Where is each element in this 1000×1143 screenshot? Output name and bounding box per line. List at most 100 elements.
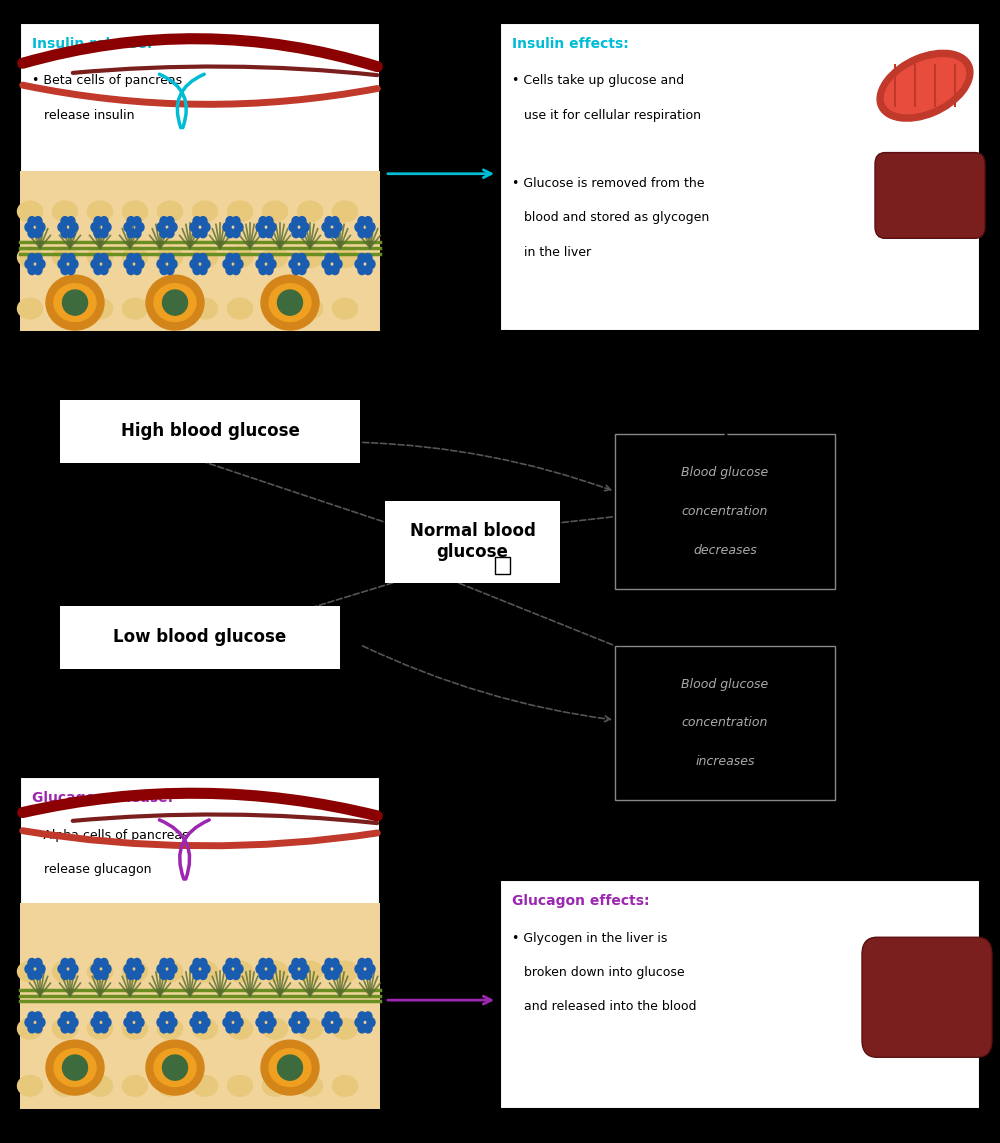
- Circle shape: [235, 259, 243, 269]
- Circle shape: [325, 229, 333, 238]
- FancyArrowPatch shape: [23, 85, 377, 104]
- Circle shape: [235, 965, 243, 974]
- Text: • Beta cells of pancreas: • Beta cells of pancreas: [32, 74, 182, 87]
- Circle shape: [226, 265, 234, 274]
- Text: • Glycogen in the liver is: • Glycogen in the liver is: [512, 932, 667, 944]
- Circle shape: [124, 1017, 132, 1026]
- Circle shape: [226, 959, 234, 968]
- Ellipse shape: [228, 201, 253, 222]
- Ellipse shape: [228, 961, 253, 982]
- Ellipse shape: [88, 1018, 112, 1039]
- Circle shape: [166, 254, 174, 263]
- Circle shape: [58, 965, 66, 974]
- FancyArrowPatch shape: [73, 815, 377, 823]
- Circle shape: [223, 965, 231, 974]
- Circle shape: [268, 223, 276, 232]
- Circle shape: [28, 1012, 36, 1021]
- Circle shape: [331, 970, 339, 980]
- Circle shape: [28, 217, 36, 226]
- Circle shape: [226, 1012, 234, 1021]
- Circle shape: [100, 217, 108, 226]
- Ellipse shape: [88, 298, 112, 319]
- Circle shape: [265, 1012, 273, 1021]
- Circle shape: [100, 959, 108, 968]
- Circle shape: [355, 965, 363, 974]
- Circle shape: [61, 1012, 69, 1021]
- Circle shape: [265, 229, 273, 238]
- Ellipse shape: [228, 1076, 253, 1096]
- Ellipse shape: [332, 298, 358, 319]
- Circle shape: [127, 1024, 135, 1033]
- Circle shape: [199, 959, 207, 968]
- Circle shape: [259, 265, 267, 274]
- Text: concentration: concentration: [682, 717, 768, 729]
- Circle shape: [199, 1012, 207, 1021]
- Circle shape: [94, 959, 102, 968]
- Circle shape: [133, 1024, 141, 1033]
- Circle shape: [298, 1024, 306, 1033]
- Circle shape: [292, 217, 300, 226]
- Circle shape: [292, 1024, 300, 1033]
- Ellipse shape: [269, 283, 311, 321]
- Text: use it for cellular respiration: use it for cellular respiration: [512, 109, 701, 121]
- Circle shape: [292, 970, 300, 980]
- Ellipse shape: [193, 298, 218, 319]
- Ellipse shape: [332, 247, 358, 267]
- Circle shape: [190, 259, 198, 269]
- Circle shape: [235, 223, 243, 232]
- FancyBboxPatch shape: [20, 777, 380, 1109]
- Circle shape: [67, 970, 75, 980]
- Ellipse shape: [46, 1040, 104, 1095]
- Text: Insulin effects:: Insulin effects:: [512, 37, 629, 50]
- Circle shape: [223, 223, 231, 232]
- Circle shape: [34, 970, 42, 980]
- Ellipse shape: [228, 298, 253, 319]
- Circle shape: [364, 1024, 372, 1033]
- Circle shape: [265, 265, 273, 274]
- Circle shape: [259, 229, 267, 238]
- Circle shape: [289, 965, 297, 974]
- Ellipse shape: [332, 201, 358, 222]
- Circle shape: [58, 1017, 66, 1026]
- Circle shape: [367, 259, 375, 269]
- Circle shape: [232, 254, 240, 263]
- Circle shape: [34, 229, 42, 238]
- Ellipse shape: [18, 1076, 42, 1096]
- Text: broken down into glucose: broken down into glucose: [512, 966, 685, 978]
- Circle shape: [94, 970, 102, 980]
- Circle shape: [34, 1012, 42, 1021]
- Ellipse shape: [269, 1049, 311, 1087]
- Circle shape: [91, 259, 99, 269]
- FancyArrowPatch shape: [23, 39, 377, 66]
- Circle shape: [160, 254, 168, 263]
- Circle shape: [166, 229, 174, 238]
- Circle shape: [160, 229, 168, 238]
- Circle shape: [58, 259, 66, 269]
- Circle shape: [202, 1017, 210, 1026]
- Circle shape: [193, 1024, 201, 1033]
- Circle shape: [358, 217, 366, 226]
- Ellipse shape: [261, 275, 319, 330]
- Circle shape: [364, 217, 372, 226]
- Circle shape: [289, 223, 297, 232]
- Circle shape: [322, 965, 330, 974]
- Circle shape: [28, 970, 36, 980]
- Ellipse shape: [18, 247, 42, 267]
- Circle shape: [325, 1024, 333, 1033]
- Circle shape: [61, 1024, 69, 1033]
- FancyArrowPatch shape: [159, 74, 186, 128]
- Circle shape: [232, 970, 240, 980]
- Text: • Alpha cells of pancreas: • Alpha cells of pancreas: [32, 829, 189, 841]
- Circle shape: [70, 259, 78, 269]
- Circle shape: [292, 229, 300, 238]
- Circle shape: [61, 970, 69, 980]
- Circle shape: [94, 217, 102, 226]
- Circle shape: [94, 1012, 102, 1021]
- Circle shape: [331, 959, 339, 968]
- Circle shape: [331, 217, 339, 226]
- Circle shape: [259, 1012, 267, 1021]
- Circle shape: [127, 229, 135, 238]
- Circle shape: [364, 254, 372, 263]
- Circle shape: [127, 265, 135, 274]
- Ellipse shape: [298, 201, 323, 222]
